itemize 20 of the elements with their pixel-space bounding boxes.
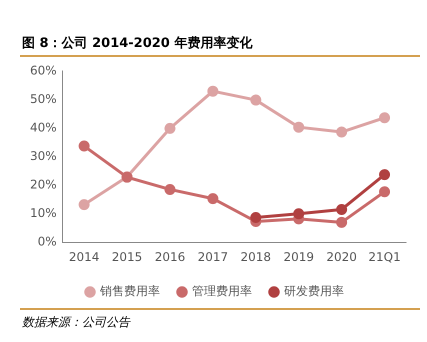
- x-tick-label: 2014: [68, 250, 100, 264]
- x-tick-label: 21Q1: [368, 250, 401, 264]
- y-tick-label: 50%: [30, 92, 57, 106]
- y-tick-label: 0%: [38, 234, 57, 249]
- chart-title: 图 8：公司 2014-2020 年费用率变化: [22, 34, 252, 52]
- x-tick-label: 2017: [198, 250, 228, 264]
- y-tick-label: 30%: [30, 149, 57, 164]
- y-tick-label: 60%: [30, 63, 57, 78]
- legend-label: 管理费用率: [192, 284, 252, 298]
- x-tick-label: 2020: [326, 250, 357, 264]
- x-tick-label: 2015: [112, 250, 142, 264]
- x-tick-label: 2016: [154, 250, 186, 264]
- y-tick-label: 10%: [30, 206, 57, 220]
- x-tick-label: 2018: [240, 250, 272, 264]
- legend-label: 研发费用率: [284, 284, 344, 298]
- source-note: 数据来源：公司公告: [22, 314, 130, 331]
- legend-label: 销售费用率: [99, 284, 160, 298]
- y-tick-label: 40%: [30, 120, 57, 134]
- y-tick-label: 20%: [30, 178, 57, 192]
- x-tick-label: 2019: [283, 250, 314, 264]
